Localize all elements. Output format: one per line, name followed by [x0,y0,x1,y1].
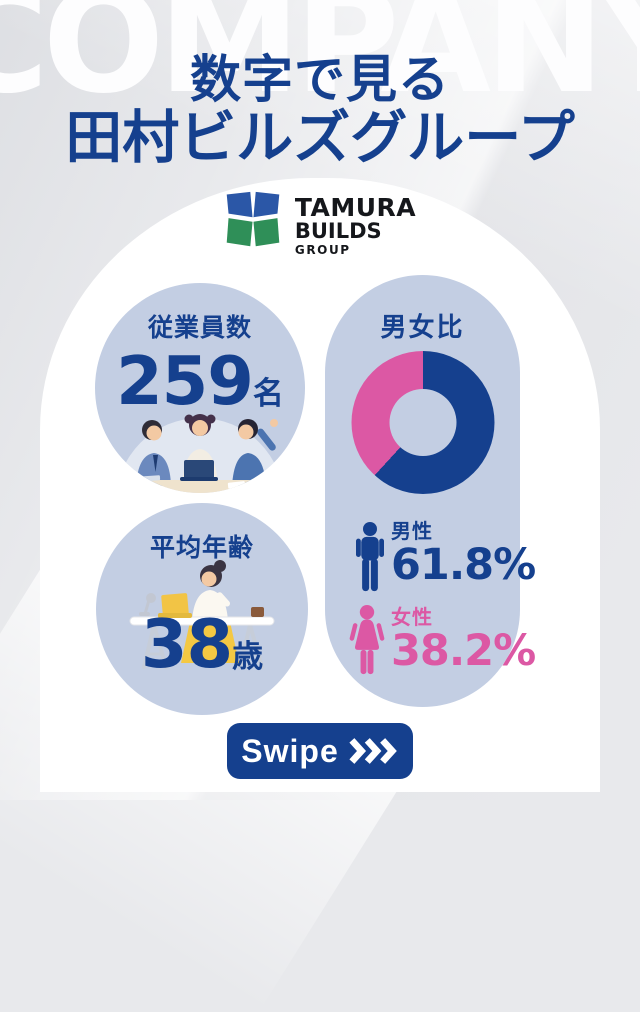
employees-card: 従業員数 259 名 [95,283,305,493]
employees-number: 259 名 [95,348,305,415]
female-value: 38.2% [391,626,536,676]
watermark-text: COMPANY [0,0,640,125]
employees-label: 従業員数 [147,313,252,342]
swipe-chevrons-icon [349,738,397,764]
gender-donut-chart [351,351,494,494]
swipe-label: Swipe [241,732,339,769]
swipe-button[interactable]: Swipe [227,723,413,779]
logo-wordmark: TAMURA BUILDS GROUP [295,189,416,257]
female-stat: 女性 38.2% [391,605,536,676]
average-age-unit: 歳 [232,639,264,675]
tamura-builds-logo-icon [226,191,280,247]
average-age-label: 平均年齢 [149,533,254,562]
female-icon [349,605,385,675]
male-icon [356,522,384,592]
logo-line3: GROUP [294,242,351,257]
page-title: 数字で見る 田村ビルズグループ [0,51,640,172]
company-logo: TAMURA BUILDS GROUP [0,189,640,257]
employees-unit: 名 [252,376,284,412]
logo-line1: TAMURA [294,193,417,222]
page-title-line2: 田村ビルズグループ [65,105,575,172]
average-age-card: 平均年齢 38 歳 [96,503,308,715]
male-value: 61.8% [391,540,536,590]
male-stat: 男性 61.8% [391,519,536,590]
team-meeting-illustration [116,414,284,493]
gender-ratio-title: 男女比 [380,313,465,343]
male-label: 男性 [391,519,433,543]
average-age-number: 38 歳 [96,611,308,678]
average-age-value: 38 [140,605,233,683]
employees-value: 259 [116,342,254,420]
logo-line2: BUILDS [294,219,382,243]
page-title-line1: 数字で見る [189,51,450,110]
gender-ratio-card: 男女比 男性 61.8% 女性 38.2% [325,275,536,707]
female-label: 女性 [391,605,433,629]
woman-at-desk-illustration [129,560,275,669]
